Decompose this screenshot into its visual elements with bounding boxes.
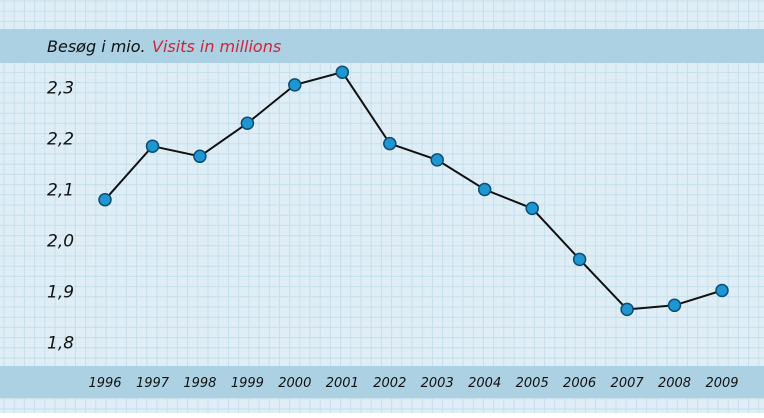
y-tick-label: 2,3 xyxy=(47,79,74,99)
x-tick-label: 2006 xyxy=(563,376,596,391)
x-tick-label: 2004 xyxy=(468,376,501,391)
data-point xyxy=(430,153,444,167)
data-point xyxy=(98,192,112,207)
y-tick-label: 2,1 xyxy=(47,181,74,201)
data-point xyxy=(620,302,634,317)
data-point xyxy=(572,252,587,267)
data-point xyxy=(383,136,397,151)
data-point xyxy=(715,283,729,298)
data-point xyxy=(240,116,255,130)
y-tick-label: 1,9 xyxy=(47,283,74,303)
data-point xyxy=(145,139,160,153)
data-point xyxy=(288,78,302,92)
x-tick-label: 1997 xyxy=(136,376,170,391)
x-tick-label: 1996 xyxy=(88,376,121,391)
x-tick-label: 2008 xyxy=(658,376,691,391)
x-tick-label: 2003 xyxy=(421,376,454,391)
y-tick-label: 1,8 xyxy=(47,334,74,354)
x-tick-label: 1998 xyxy=(183,376,216,391)
x-tick-label: 2000 xyxy=(278,376,311,391)
x-tick-label: 2007 xyxy=(611,376,645,391)
x-axis-tick-labels: 1996 1997 1998 1999 2000 2001 2002 2003 2004 2005… xyxy=(88,376,738,391)
data-point xyxy=(193,149,207,164)
y-tick-label: 2,0 xyxy=(47,232,74,252)
y-axis-tick-labels: 2,3 2,2 2,1 2,0 1,9 1,8 xyxy=(47,79,74,354)
x-tick-label: 2009 xyxy=(705,376,738,391)
data-point xyxy=(525,201,539,216)
data-point xyxy=(477,182,492,197)
data-point xyxy=(667,298,682,313)
x-tick-label: 2001 xyxy=(326,376,359,391)
y-tick-label: 2,2 xyxy=(47,130,74,150)
title-band xyxy=(0,29,764,63)
chart-title-english: Visits in millions xyxy=(152,37,281,56)
data-points xyxy=(98,65,729,317)
x-tick-label: 2005 xyxy=(516,376,549,391)
x-tick-label: 1999 xyxy=(231,376,264,391)
series-line xyxy=(104,71,723,311)
chart-title-danish: Besøg i mio. xyxy=(47,37,146,56)
x-tick-label: 2002 xyxy=(373,376,406,391)
x-axis-band xyxy=(0,366,764,398)
data-point xyxy=(335,65,350,79)
